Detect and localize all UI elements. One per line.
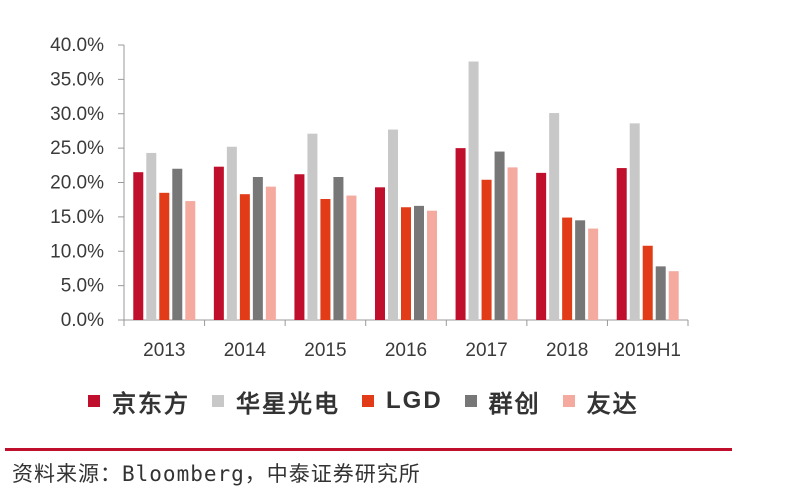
bar — [265, 186, 276, 320]
bar — [536, 172, 547, 320]
y-tick-label: 10.0% — [50, 241, 104, 262]
bar — [668, 271, 679, 320]
legend-label: 群创 — [488, 390, 541, 418]
bar — [333, 177, 344, 320]
x-tick-label: 2014 — [224, 340, 267, 361]
legend-label: 友达 — [586, 390, 639, 418]
bar — [146, 152, 157, 320]
bar — [375, 187, 385, 320]
bar — [494, 151, 505, 320]
bar — [159, 192, 170, 320]
bar — [388, 129, 398, 320]
y-tick-label: 15.0% — [50, 207, 104, 228]
bar — [401, 207, 411, 320]
source-note: 资料来源：Bloomberg，中泰证券研究所 — [12, 462, 421, 486]
x-tick-label: 2019H1 — [614, 340, 681, 361]
bar — [616, 168, 627, 320]
bar — [427, 210, 437, 320]
bar — [562, 217, 573, 320]
bar — [588, 228, 599, 320]
y-tick-label: 20.0% — [50, 173, 104, 194]
bar — [226, 146, 237, 320]
legend-swatch — [362, 395, 374, 407]
y-tick-label: 0.0% — [61, 310, 104, 331]
bar — [655, 266, 666, 320]
bar — [307, 133, 318, 320]
bar — [507, 167, 518, 320]
bar — [239, 194, 250, 320]
bar — [468, 61, 479, 320]
x-tick-label: 2018 — [546, 340, 588, 361]
bar — [642, 245, 653, 320]
bar — [172, 168, 183, 320]
legend-item: 京东方 — [88, 384, 190, 419]
bar — [455, 148, 466, 320]
legend: 京东方 华星光电 LGD 群创 友达 — [88, 384, 661, 418]
y-tick-label: 40.0% — [50, 35, 104, 56]
bar — [320, 199, 331, 320]
bar — [414, 205, 424, 320]
legend-label: LGD — [386, 387, 443, 414]
bar — [252, 177, 263, 320]
legend-item: 华星光电 — [212, 384, 340, 419]
x-tick-label: 2017 — [465, 340, 507, 361]
legend-swatch — [212, 395, 224, 407]
bar — [575, 220, 586, 320]
bar — [133, 172, 144, 320]
bar — [549, 113, 560, 320]
legend-item: LGD — [362, 387, 443, 415]
legend-swatch — [88, 395, 100, 407]
x-tick-label: 2016 — [385, 340, 427, 361]
legend-label: 京东方 — [112, 390, 190, 418]
legend-swatch — [562, 395, 575, 407]
legend-swatch — [464, 395, 477, 407]
source-divider — [5, 448, 732, 451]
chart-plot: 0.0% 5.0% 10.0% 15.0% 20.0% 25.0% 30.0% 35.0% 40… — [50, 35, 689, 361]
y-tick-label: 30.0% — [50, 104, 104, 125]
y-tick-label: 5.0% — [61, 276, 104, 297]
bar — [481, 179, 492, 320]
legend-label: 华星光电 — [236, 390, 340, 418]
bar — [213, 166, 224, 320]
legend-item: 友达 — [562, 384, 639, 419]
x-tick-label: 2015 — [304, 340, 346, 361]
bar — [629, 123, 640, 320]
legend-item: 群创 — [464, 384, 541, 419]
bar — [185, 201, 196, 320]
y-tick-label: 35.0% — [50, 69, 104, 90]
x-tick-label: 2013 — [143, 340, 185, 361]
bar — [294, 174, 305, 320]
y-tick-label: 25.0% — [50, 138, 104, 159]
bar — [346, 195, 357, 320]
